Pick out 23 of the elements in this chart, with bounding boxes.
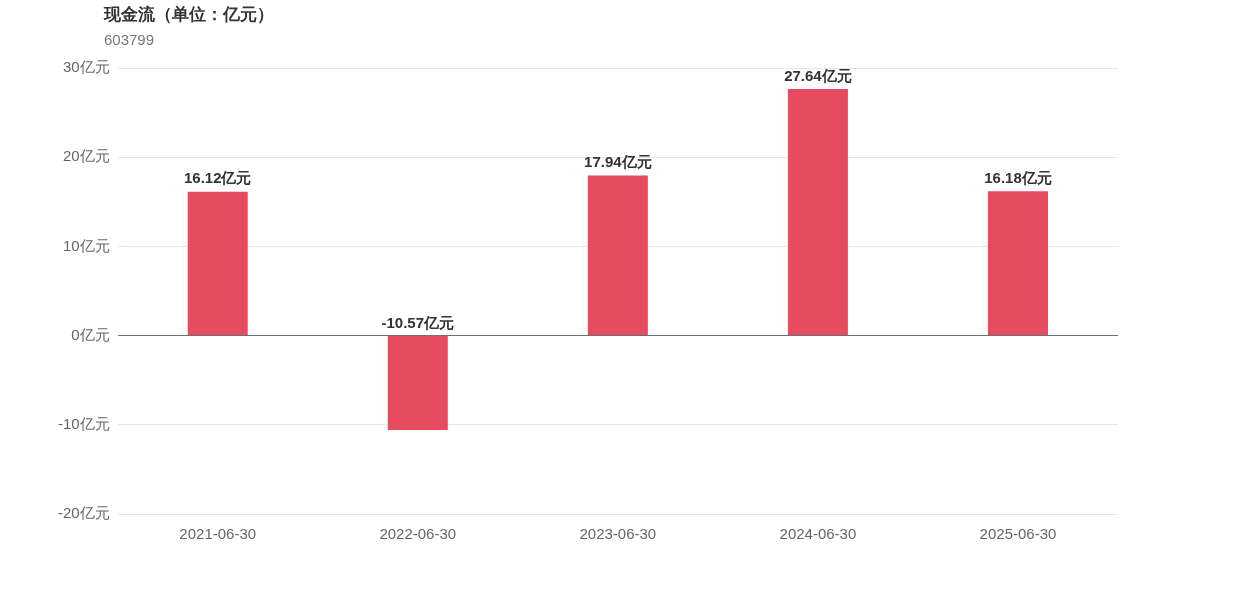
y-tick-label: -10亿元 [57, 414, 110, 432]
chart-title: 现金流（单位：亿元） [104, 4, 274, 26]
data-label: 16.18亿元 [984, 168, 1052, 186]
bar [787, 89, 848, 336]
x-tick-label: 2025-06-30 [979, 525, 1057, 543]
y-tick-label: -20亿元 [57, 504, 110, 522]
data-label: 27.64亿元 [784, 66, 852, 84]
data-label: 17.94亿元 [584, 153, 652, 171]
y-tick-label: 10亿元 [62, 236, 110, 254]
y-tick-label: 20亿元 [62, 147, 110, 165]
data-label: 16.12亿元 [183, 169, 252, 187]
x-tick-label: 2022-06-30 [379, 525, 457, 543]
data-label: -10.57亿元 [381, 313, 455, 331]
x-tick-label: 2023-06-30 [579, 525, 657, 543]
x-tick-label: 2024-06-30 [779, 525, 857, 543]
y-tick-label: 30亿元 [62, 58, 110, 76]
bar [387, 336, 448, 430]
chart-subtitle: 603799 [104, 31, 155, 48]
bar [987, 191, 1048, 336]
bar [187, 191, 248, 336]
x-tick-label: 2021-06-30 [179, 525, 257, 543]
bar [587, 175, 648, 336]
y-tick-label: 0亿元 [71, 325, 110, 343]
